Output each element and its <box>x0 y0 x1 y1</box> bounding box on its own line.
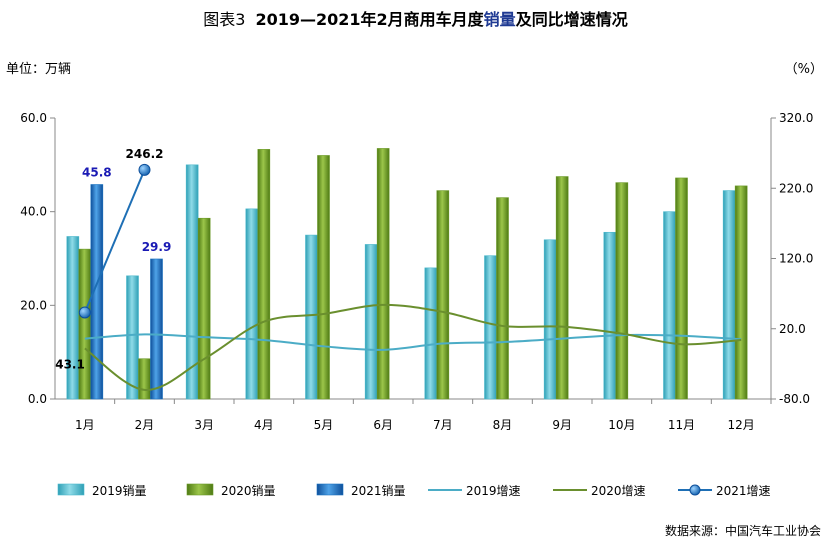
title-highlight: 销量 <box>483 10 516 29</box>
x-tick-label: 11月 <box>668 418 695 432</box>
x-tick-label: 5月 <box>314 418 334 432</box>
x-tick-label: 8月 <box>493 418 513 432</box>
x-tick-label: 1月 <box>75 418 95 432</box>
bar-2020销量-8月 <box>496 197 509 400</box>
data-label-2021增速-1月: 43.1 <box>55 358 85 372</box>
bar-2020销量-6月 <box>376 148 390 400</box>
right-tick-label: 320.0 <box>779 111 813 125</box>
title-pre: 2019—2021年2月商用车月度 <box>255 10 484 29</box>
bar-2020销量-1月 <box>78 248 92 400</box>
legend-label-2019增速: 2019增速 <box>466 484 521 498</box>
bar-2020销量-7月 <box>436 190 450 400</box>
bars-layer <box>66 148 748 400</box>
x-tick-label: 3月 <box>194 418 214 432</box>
bar-2019销量-12月 <box>722 190 736 400</box>
bar-2019销量-10月 <box>603 231 617 400</box>
right-tick-label: 120.0 <box>779 252 813 266</box>
bar-2020销量-11月 <box>675 177 688 400</box>
legend-item-2020增速: 2020增速 <box>553 484 646 498</box>
bar-2019销量-1月 <box>66 236 80 400</box>
legend-label-2019销量: 2019销量 <box>92 484 147 498</box>
legend-label-2021增速: 2021增速 <box>716 484 771 498</box>
bar-2020销量-2月 <box>138 358 151 400</box>
title-post: 及同比增速情况 <box>515 10 628 29</box>
x-tick-label: 2月 <box>135 418 155 432</box>
line-2021增速 <box>83 169 146 313</box>
bar-2019销量-9月 <box>543 239 557 400</box>
bar-2020销量-5月 <box>317 155 330 400</box>
right-tick-label: 220.0 <box>779 181 813 195</box>
bar-2020销量-9月 <box>555 176 569 400</box>
legend-marker-2021增速 <box>689 484 701 496</box>
left-unit-label: 单位：万辆 <box>6 62 72 77</box>
x-tick-label: 7月 <box>433 418 453 432</box>
x-tick-label: 6月 <box>373 418 393 432</box>
data-labels-layer: 45.8 29.9 43.1 246.2 <box>55 147 171 372</box>
marker-2021增速-1月 <box>78 306 91 319</box>
bar-2021销量-1月 <box>90 184 104 400</box>
bar-2021销量-2月 <box>150 258 163 400</box>
legend-item-2021增速: 2021增速 <box>678 484 771 498</box>
left-tick-label: 0.0 <box>28 392 47 406</box>
axes-layer: 0.0 20.0 40.0 60.0 -80.0 20.0 120.0 220.0 320.0 1… <box>20 111 813 432</box>
right-tick-label: 20.0 <box>779 322 806 336</box>
x-tick-label: 10月 <box>608 418 635 432</box>
legend-swatch-2021销量 <box>316 483 344 496</box>
left-tick-label: 20.0 <box>20 298 47 312</box>
legend-item-2019销量: 2019销量 <box>57 483 147 498</box>
legend-label-2020销量: 2020销量 <box>221 484 276 498</box>
data-label-2021销量-1月: 45.8 <box>82 166 112 180</box>
bar-2020销量-3月 <box>197 217 211 400</box>
line-2020增速 <box>84 303 742 391</box>
bar-2020销量-12月 <box>734 185 748 400</box>
x-tick-label: 9月 <box>552 418 572 432</box>
legend-item-2021销量: 2021销量 <box>316 483 406 498</box>
legend-item-2020销量: 2020销量 <box>186 483 276 498</box>
chart-title: 图表3 2019—2021年2月商用车月度销量及同比增速情况 <box>0 6 831 30</box>
legend: 2019销量 2020销量 2021销量 2019增速 2020增速 2021增速 <box>57 483 771 498</box>
x-tick-label: 12月 <box>728 418 755 432</box>
bar-2019销量-5月 <box>305 234 318 400</box>
bar-2019销量-7月 <box>424 267 438 400</box>
legend-swatch-2019销量 <box>57 483 85 496</box>
legend-label-2021销量: 2021销量 <box>351 484 406 498</box>
bar-2019销量-4月 <box>245 208 259 400</box>
bar-2019销量-8月 <box>484 255 497 400</box>
left-tick-label: 60.0 <box>20 111 47 125</box>
bar-2019销量-2月 <box>126 275 139 400</box>
source-note: 数据来源：中国汽车工业协会 <box>664 524 821 538</box>
bar-2020销量-4月 <box>257 149 271 400</box>
right-tick-label: -80.0 <box>779 392 810 406</box>
bar-2020销量-10月 <box>615 182 629 400</box>
chart-number: 图表3 <box>203 10 246 29</box>
bar-2019销量-6月 <box>364 244 378 400</box>
left-tick-label: 40.0 <box>20 205 47 219</box>
legend-label-2020增速: 2020增速 <box>591 484 646 498</box>
x-tick-label: 4月 <box>254 418 274 432</box>
bar-2019销量-11月 <box>663 211 676 400</box>
data-label-2021销量-2月: 29.9 <box>142 240 172 254</box>
data-label-2021增速-2月: 246.2 <box>126 147 164 161</box>
lines-layer <box>78 163 742 391</box>
legend-swatch-2020销量 <box>186 483 214 496</box>
marker-2021增速-2月 <box>138 163 151 176</box>
legend-item-2019增速: 2019增速 <box>428 484 521 498</box>
right-unit-label: （%） <box>784 62 823 77</box>
